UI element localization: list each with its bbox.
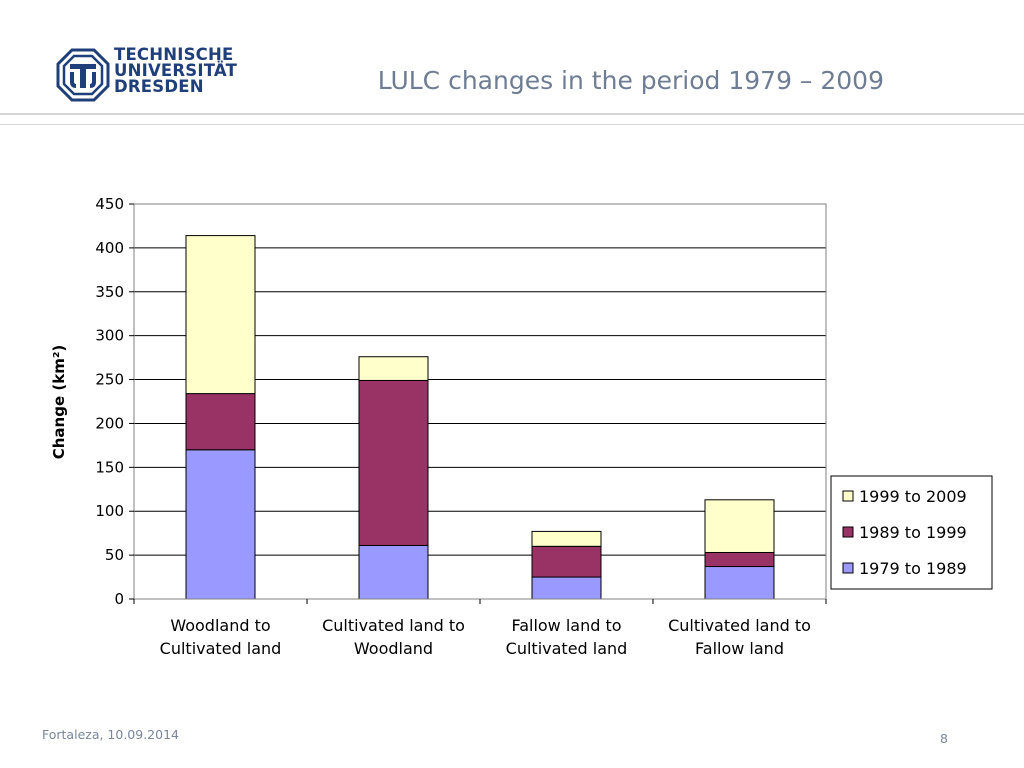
bar-segment-3 (358, 356, 429, 381)
bar-segment-1 (531, 576, 602, 600)
y-tick-label: 450 (95, 195, 124, 213)
bar-segment-2 (531, 545, 602, 578)
bar-segment-2 (358, 379, 429, 546)
logo-line-1: TECHNISCHE (114, 45, 234, 64)
y-tick-label: 0 (114, 590, 124, 608)
y-tick-label: 250 (95, 371, 124, 389)
x-category-label: Woodland to Cultivated land (160, 616, 282, 658)
y-tick-label: 100 (95, 502, 124, 520)
bar-segment-3 (704, 499, 775, 553)
tu-dresden-logo: TECHNISCHE UNIVERSITÄT DRESDEN (56, 46, 237, 102)
x-category-label: Fallow land to Cultivated land (506, 616, 628, 658)
footer-place-date: Fortaleza, 10.09.2014 (42, 727, 179, 742)
bar-segment-3 (185, 235, 256, 395)
page-number: 8 (940, 731, 948, 746)
y-axis-label: Change (km²) (50, 345, 68, 460)
header-divider (0, 113, 1024, 115)
bar-segment-1 (704, 566, 775, 600)
y-tick-label: 150 (95, 458, 124, 476)
legend-frame (830, 475, 993, 590)
bar-segment-3 (531, 530, 602, 547)
legend-label: 1979 to 1989 (859, 559, 967, 578)
header-divider-secondary (0, 124, 1024, 125)
x-category-label: Cultivated land to Fallow land (668, 616, 811, 658)
legend-swatch (842, 526, 854, 538)
stacked-bar-chart: 0 50 100 150 200 250 300 350 400 450 Woodland to Cu… (50, 195, 993, 658)
y-tick-label: 50 (105, 546, 124, 564)
bar-segment-1 (358, 544, 429, 600)
legend-label: 1999 to 2009 (859, 487, 967, 506)
legend: 1999 to 2009 1989 to 1999 1979 to 1989 (830, 475, 993, 590)
logo-line-3: DRESDEN (114, 77, 204, 96)
legend-swatch (842, 490, 854, 502)
x-category-label: Cultivated land to Woodland (322, 616, 465, 658)
legend-swatch (842, 562, 854, 574)
y-tick-label: 400 (95, 239, 124, 257)
bar-segment-1 (185, 449, 256, 600)
bar-segment-2 (704, 551, 775, 568)
legend-label: 1989 to 1999 (859, 523, 967, 542)
y-tick-label: 350 (95, 283, 124, 301)
bar-segment-2 (185, 393, 256, 451)
logo-line-2: UNIVERSITÄT (114, 61, 238, 80)
y-tick-label: 200 (95, 414, 124, 432)
y-tick-label: 300 (95, 327, 124, 345)
slide-title: LULC changes in the period 1979 – 2009 (377, 66, 884, 95)
tu-dresden-emblem-icon (56, 48, 110, 102)
